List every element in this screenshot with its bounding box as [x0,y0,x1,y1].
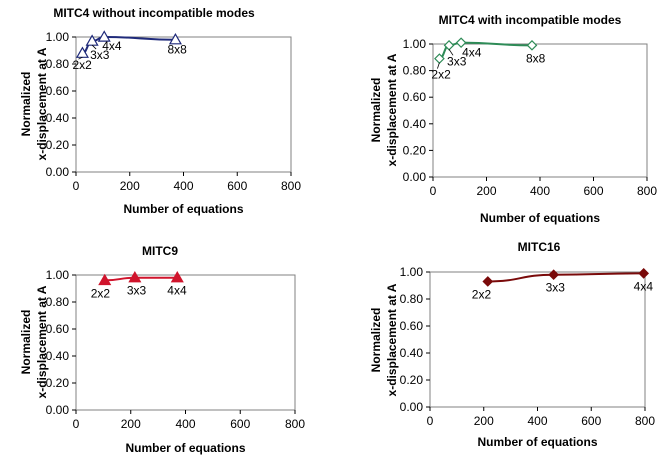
x-tick-label: 0 [430,184,437,198]
data-point-label: 4x4 [102,39,122,53]
y-tick-label: 0.00 [46,165,70,179]
x-tick-label: 800 [285,417,305,431]
y-tick-label: 0.20 [46,376,70,390]
chart-title: MITC4 without incompatible modes [53,6,255,20]
chart-title: MITC16 [518,240,561,254]
x-tick-label: 600 [583,184,603,198]
x-tick-label: 400 [175,417,195,431]
label-leader-line [91,44,97,50]
chart-panel-2: MITC4 with incompatible modes 0.00 0.20 0.4… [369,13,657,225]
x-tick-label: 200 [476,184,496,198]
x-axis-title: Number of equations [123,202,243,216]
y-tick-label: 0.40 [46,349,70,363]
x-tick-label: 800 [635,414,655,428]
x-tick-label: 600 [230,417,250,431]
data-point-label: 3x3 [546,281,566,295]
y-tick-label: 0.40 [400,346,424,360]
x-tick-label: 0 [427,414,434,428]
y-axis-title: x-displacement at A [385,283,399,396]
y-tick-label: 0.80 [403,64,427,78]
x-axis-title: Number of equations [477,435,597,449]
x-tick-label: 600 [581,414,601,428]
x-tick-label: 200 [474,414,494,428]
chart-panel-4: MITC16 0.00 0.20 0.40 0.60 0.80 1.00 0 200 400 600… [369,240,655,449]
data-point-marker [168,32,182,45]
x-tick-label: 200 [120,179,140,193]
data-point-label: 3x3 [90,48,110,62]
series-line [439,41,532,60]
y-axis-title: x-displacement at A [35,47,49,160]
y-tick-label: 0.80 [46,295,70,309]
data-point-label: 4x4 [634,279,654,293]
y-tick-label: 1.00 [400,265,424,279]
x-tick-label: 600 [227,179,247,193]
y-tick-label: 0.60 [403,90,427,104]
chart-panel-3: MITC9 0.00 0.20 0.40 0.60 0.80 1.00 0 200 400 600 8… [19,244,305,455]
chart-panel-1: MITC4 without incompatible modes 0.00 0.20… [19,6,301,216]
data-point-marker [526,39,538,51]
data-point-marker [128,270,142,283]
y-tick-label: 0.80 [400,292,424,306]
data-point-label: 2x2 [72,58,92,72]
data-point-marker [638,268,650,279]
label-leader-line [437,62,440,69]
plot-area [432,43,648,178]
x-tick-label: 400 [530,184,550,198]
y-tick-label: 0.40 [403,117,427,131]
chart-title: MITC4 with incompatible modes [439,13,622,27]
x-tick-label: 400 [173,179,193,193]
y-axis-title: Normalized [19,310,33,375]
chart-title: MITC9 [142,244,178,258]
y-tick-label: 0.00 [46,403,70,417]
plot-area [75,36,292,173]
label-leader-line [448,49,454,56]
data-point-marker [98,273,112,286]
x-tick-label: 400 [527,414,547,428]
data-point-label: 4x4 [167,284,187,298]
data-point-marker [548,269,559,281]
x-tick-label: 200 [121,417,141,431]
label-leader-line [78,56,83,60]
plot-area [429,271,646,408]
data-point-label: 8x8 [526,51,546,65]
y-tick-label: 0.80 [46,57,70,71]
x-tick-label: 0 [73,179,80,193]
y-tick-label: 0.00 [400,400,424,414]
y-tick-label: 0.60 [46,84,70,98]
y-tick-label: 1.00 [46,30,70,44]
x-axis-title: Number of equations [480,211,600,225]
y-tick-label: 0.60 [46,322,70,336]
y-tick-label: 0.20 [46,138,70,152]
y-tick-label: 1.00 [403,37,427,51]
data-point-label: 3x3 [447,54,467,68]
data-point-label: 2x2 [431,68,451,82]
y-tick-label: 0.20 [400,373,424,387]
x-tick-label: 800 [281,179,301,193]
x-tick-label: 800 [637,184,657,198]
y-axis-title: Normalized [19,72,33,137]
x-tick-label: 0 [73,417,80,431]
data-point-marker [482,276,494,287]
y-tick-label: 0.20 [403,143,427,157]
x-axis-title: Number of equations [125,441,245,455]
y-tick-label: 1.00 [46,268,70,282]
y-axis-title: x-displacement at A [385,53,399,166]
data-point-label: 3x3 [127,284,147,298]
data-point-label: 4x4 [462,46,482,60]
data-point-marker [97,30,111,42]
y-tick-label: 0.40 [46,111,70,125]
data-point-marker [455,37,467,49]
y-tick-label: 0.00 [403,170,427,184]
data-point-label: 8x8 [167,43,187,57]
data-point-label: 2x2 [91,286,111,300]
series-line [82,35,176,55]
data-point-marker [170,270,184,283]
plot-area [75,274,296,411]
y-axis-title: Normalized [369,78,383,143]
data-point-label: 2x2 [472,287,492,301]
y-tick-label: 0.60 [400,319,424,333]
y-axis-title: x-displacement at A [35,285,49,398]
y-axis-title: Normalized [369,308,383,373]
